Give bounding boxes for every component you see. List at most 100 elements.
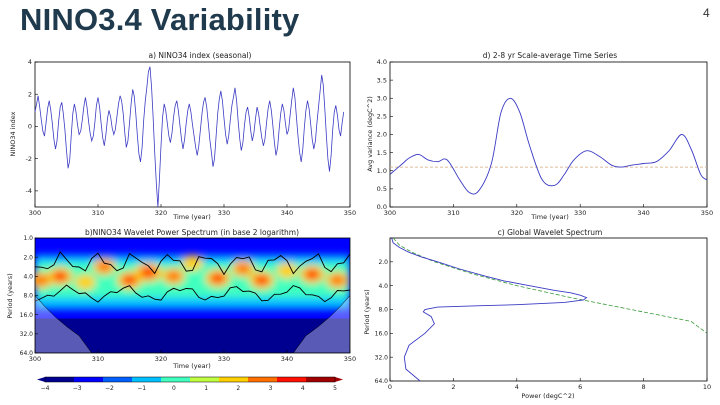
plot-a-ylabel: NINO34 index bbox=[9, 111, 17, 156]
colorbar-tick-label: −2 bbox=[105, 385, 114, 392]
plot-a-ytick-label: -2 bbox=[26, 155, 32, 163]
plot-a-xlabel: Time (year) bbox=[172, 213, 211, 221]
plot-d-xtick-label: 310 bbox=[447, 209, 459, 217]
plot-d-ylabel: Avg variance (degC^2) bbox=[366, 96, 374, 172]
colorbar-tick-label: 4 bbox=[301, 385, 305, 392]
plot-b-blob-red bbox=[256, 275, 268, 285]
plot-d-ytick-label: 4.0 bbox=[377, 58, 387, 66]
plot-a-ytick-label: -4 bbox=[26, 187, 32, 195]
plot-c-xtick-label: 2 bbox=[451, 383, 455, 391]
plot-b-ytick-label: 16.0 bbox=[20, 312, 34, 319]
plot-b-blob-orange bbox=[166, 270, 182, 282]
plot-d-scale-average: 300 310 320 330 340 350 0.0 0.5 1.0 1.5 2.0 2.5 3.0 3… bbox=[377, 58, 714, 217]
plot-b-contour-upper bbox=[35, 251, 350, 276]
plot-b-blob-red bbox=[306, 270, 318, 279]
plot-d-ytick-label: 3.0 bbox=[377, 94, 387, 102]
plot-b-ytick-label: 8.0 bbox=[23, 293, 33, 300]
plot-d-ytick-label: 0.0 bbox=[377, 203, 387, 211]
colorbar-tick-label: −3 bbox=[73, 385, 82, 392]
colorbar: −4 −3 −2 −1 0 1 2 3 4 5 bbox=[37, 376, 343, 392]
plot-a-nino34-index: 300 310 320 330 340 350 -4 -2 0 2 4 bbox=[26, 58, 357, 217]
plot-b-wavelet-power: 300 310 320 330 340 350 1.0 2.0 4.0 8.0 16.0 32.0 64… bbox=[20, 235, 357, 363]
plot-a-ytick-label: 4 bbox=[28, 58, 32, 66]
plot-b-blob-red bbox=[212, 274, 224, 283]
colorbar-tick-label: −4 bbox=[41, 385, 50, 392]
plot-b-xlabel: Time (year) bbox=[172, 362, 211, 370]
plot-d-xtick-label: 300 bbox=[384, 209, 396, 217]
plot-a-xtick-label: 340 bbox=[281, 209, 293, 217]
plot-d-xtick-label: 330 bbox=[574, 209, 586, 217]
plot-a-xtick-label: 330 bbox=[218, 209, 230, 217]
plot-b-ytick-label: 4.0 bbox=[23, 274, 33, 281]
plot-c-xlabel: Power (degC^2) bbox=[521, 392, 574, 400]
plot-c-xtick-label: 8 bbox=[642, 383, 646, 391]
plot-c-xtick-label: 6 bbox=[578, 383, 582, 391]
plot-c-spectrum-line bbox=[391, 237, 588, 382]
plot-c-xtick-label: 4 bbox=[515, 383, 519, 391]
plot-d-series-line bbox=[389, 97, 708, 195]
colorbar-segment bbox=[74, 377, 104, 382]
slide-title: NINO3.4 Variability bbox=[20, 2, 300, 37]
colorbar-extend-right bbox=[335, 377, 343, 382]
plot-b-xtick-label: 340 bbox=[281, 355, 293, 363]
plot-b-xtick-label: 350 bbox=[344, 355, 356, 363]
colorbar-segment bbox=[45, 377, 75, 382]
plot-d-xtick-label: 340 bbox=[637, 209, 649, 217]
plot-d-title: d) 2-8 yr Scale-average Time Series bbox=[483, 51, 617, 60]
plot-d-ytick-label: 2.5 bbox=[377, 113, 387, 121]
plot-b-coi-left bbox=[35, 295, 93, 353]
plot-c-title: c) Global Wavelet Spectrum bbox=[498, 228, 603, 237]
plot-d-xtick-label: 350 bbox=[701, 209, 713, 217]
colorbar-segment bbox=[219, 377, 249, 382]
plot-a-xtick-label: 300 bbox=[29, 209, 41, 217]
plot-b-xtick-label: 310 bbox=[92, 355, 104, 363]
plot-d-ytick-label: 1.5 bbox=[377, 149, 387, 157]
plot-c-significance-line bbox=[392, 237, 708, 334]
colorbar-segment bbox=[132, 377, 162, 382]
slide-number: 4 bbox=[703, 6, 710, 20]
plot-a-xtick-label: 310 bbox=[92, 209, 104, 217]
colorbar-tick-label: −1 bbox=[137, 385, 146, 392]
plot-c-ytick-label: 16.0 bbox=[375, 331, 389, 338]
plot-b-blob-yellow bbox=[276, 262, 298, 279]
plot-a-frame bbox=[34, 61, 351, 208]
plot-a-title: a) NINO34 index (seasonal) bbox=[149, 51, 252, 60]
plot-b-blob-orange bbox=[235, 263, 251, 275]
plot-b-ytick-label: 1.0 bbox=[23, 235, 33, 242]
plot-c-global-spectrum: 0 2 4 6 8 10 2.0 4.0 8.0 16.0 32.0 64.0 bbox=[375, 237, 711, 391]
plot-c-ytick-label: 32.0 bbox=[375, 354, 389, 361]
plot-c-ytick-label: 64.0 bbox=[375, 378, 389, 385]
plot-b-blob-yellow bbox=[75, 274, 96, 291]
plot-a-series-line bbox=[34, 66, 345, 208]
plot-b-xtick-label: 320 bbox=[155, 355, 167, 363]
plot-b-blob-orange bbox=[35, 274, 49, 286]
plot-d-ytick-label: 0.5 bbox=[377, 185, 387, 193]
plot-a-ytick-label: 2 bbox=[28, 90, 32, 98]
colorbar-segment bbox=[161, 377, 191, 382]
plot-b-blob-red bbox=[142, 268, 155, 277]
colorbar-segment bbox=[190, 377, 220, 382]
plot-a-ytick-label: 0 bbox=[28, 123, 32, 131]
plot-b-ytick-label: 32.0 bbox=[20, 331, 34, 338]
plot-b-ylabel: Period (years) bbox=[6, 273, 14, 318]
colorbar-segment bbox=[248, 377, 278, 382]
plot-a-xtick-label: 350 bbox=[344, 209, 356, 217]
plot-c-frame bbox=[389, 237, 708, 382]
plot-b-ytick-label: 64.0 bbox=[20, 350, 34, 357]
plot-b-ytick-label: 2.0 bbox=[23, 254, 33, 261]
colorbar-segment bbox=[306, 377, 336, 382]
plot-c-xtick-label: 0 bbox=[388, 383, 392, 391]
colorbar-segment bbox=[277, 377, 307, 382]
plot-b-title: b)NINO34 Wavelet Power Spectrum (in base… bbox=[85, 228, 299, 237]
plot-b-xtick-label: 330 bbox=[218, 355, 230, 363]
plot-a-xtick-label: 320 bbox=[155, 209, 167, 217]
plot-c-ylabel: Period (years) bbox=[363, 289, 371, 334]
plot-d-ytick-label: 3.5 bbox=[377, 76, 387, 84]
plot-b-heatmap-area bbox=[35, 238, 350, 353]
colorbar-frame bbox=[44, 376, 336, 383]
plot-d-xlabel: Time (year) bbox=[530, 213, 569, 221]
plot-b-blob-red bbox=[54, 272, 66, 281]
plot-b-power-bands bbox=[35, 254, 350, 309]
plot-d-xtick-label: 320 bbox=[511, 209, 523, 217]
